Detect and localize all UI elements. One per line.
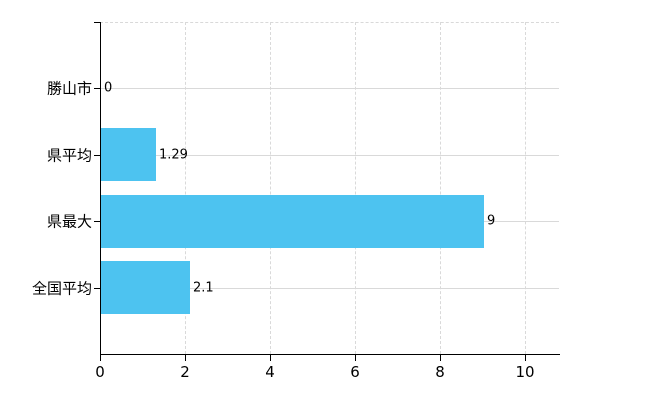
x-tick-label: 0 <box>95 363 105 381</box>
x-tick-label: 6 <box>350 363 360 381</box>
gridline-horizontal <box>101 88 559 89</box>
y-tick <box>94 288 100 289</box>
gridline-vertical <box>185 22 186 354</box>
x-tick <box>355 354 356 361</box>
gridline-horizontal <box>101 155 559 156</box>
bar <box>101 195 484 248</box>
value-label: 9 <box>487 213 496 229</box>
category-label: 勝山市 <box>46 79 92 98</box>
value-label: 0 <box>104 80 113 96</box>
gridline-vertical <box>440 22 441 354</box>
y-axis-line <box>100 22 101 355</box>
category-label: 全国平均 <box>31 279 92 298</box>
gridline-vertical <box>355 22 356 354</box>
gridline-top <box>100 22 559 23</box>
y-tick <box>94 155 100 156</box>
x-tick <box>525 354 526 361</box>
bar <box>101 261 190 314</box>
y-tick <box>94 221 100 222</box>
x-axis-line <box>100 354 560 355</box>
value-label: 2.1 <box>193 280 214 296</box>
x-tick-label: 10 <box>515 363 535 381</box>
x-tick-label: 8 <box>435 363 445 381</box>
gridline-horizontal <box>101 288 559 289</box>
category-label: 県最大 <box>46 212 92 231</box>
y-tick <box>94 88 100 89</box>
x-tick <box>100 354 101 361</box>
x-tick <box>270 354 271 361</box>
value-label: 1.29 <box>159 147 188 163</box>
gridline-vertical <box>270 22 271 354</box>
x-tick <box>440 354 441 361</box>
gridline-vertical <box>525 22 526 354</box>
y-tick <box>94 22 100 23</box>
bar <box>101 128 156 181</box>
x-tick <box>185 354 186 361</box>
x-tick-label: 4 <box>265 363 275 381</box>
x-tick-label: 2 <box>180 363 190 381</box>
category-label: 県平均 <box>46 146 92 165</box>
